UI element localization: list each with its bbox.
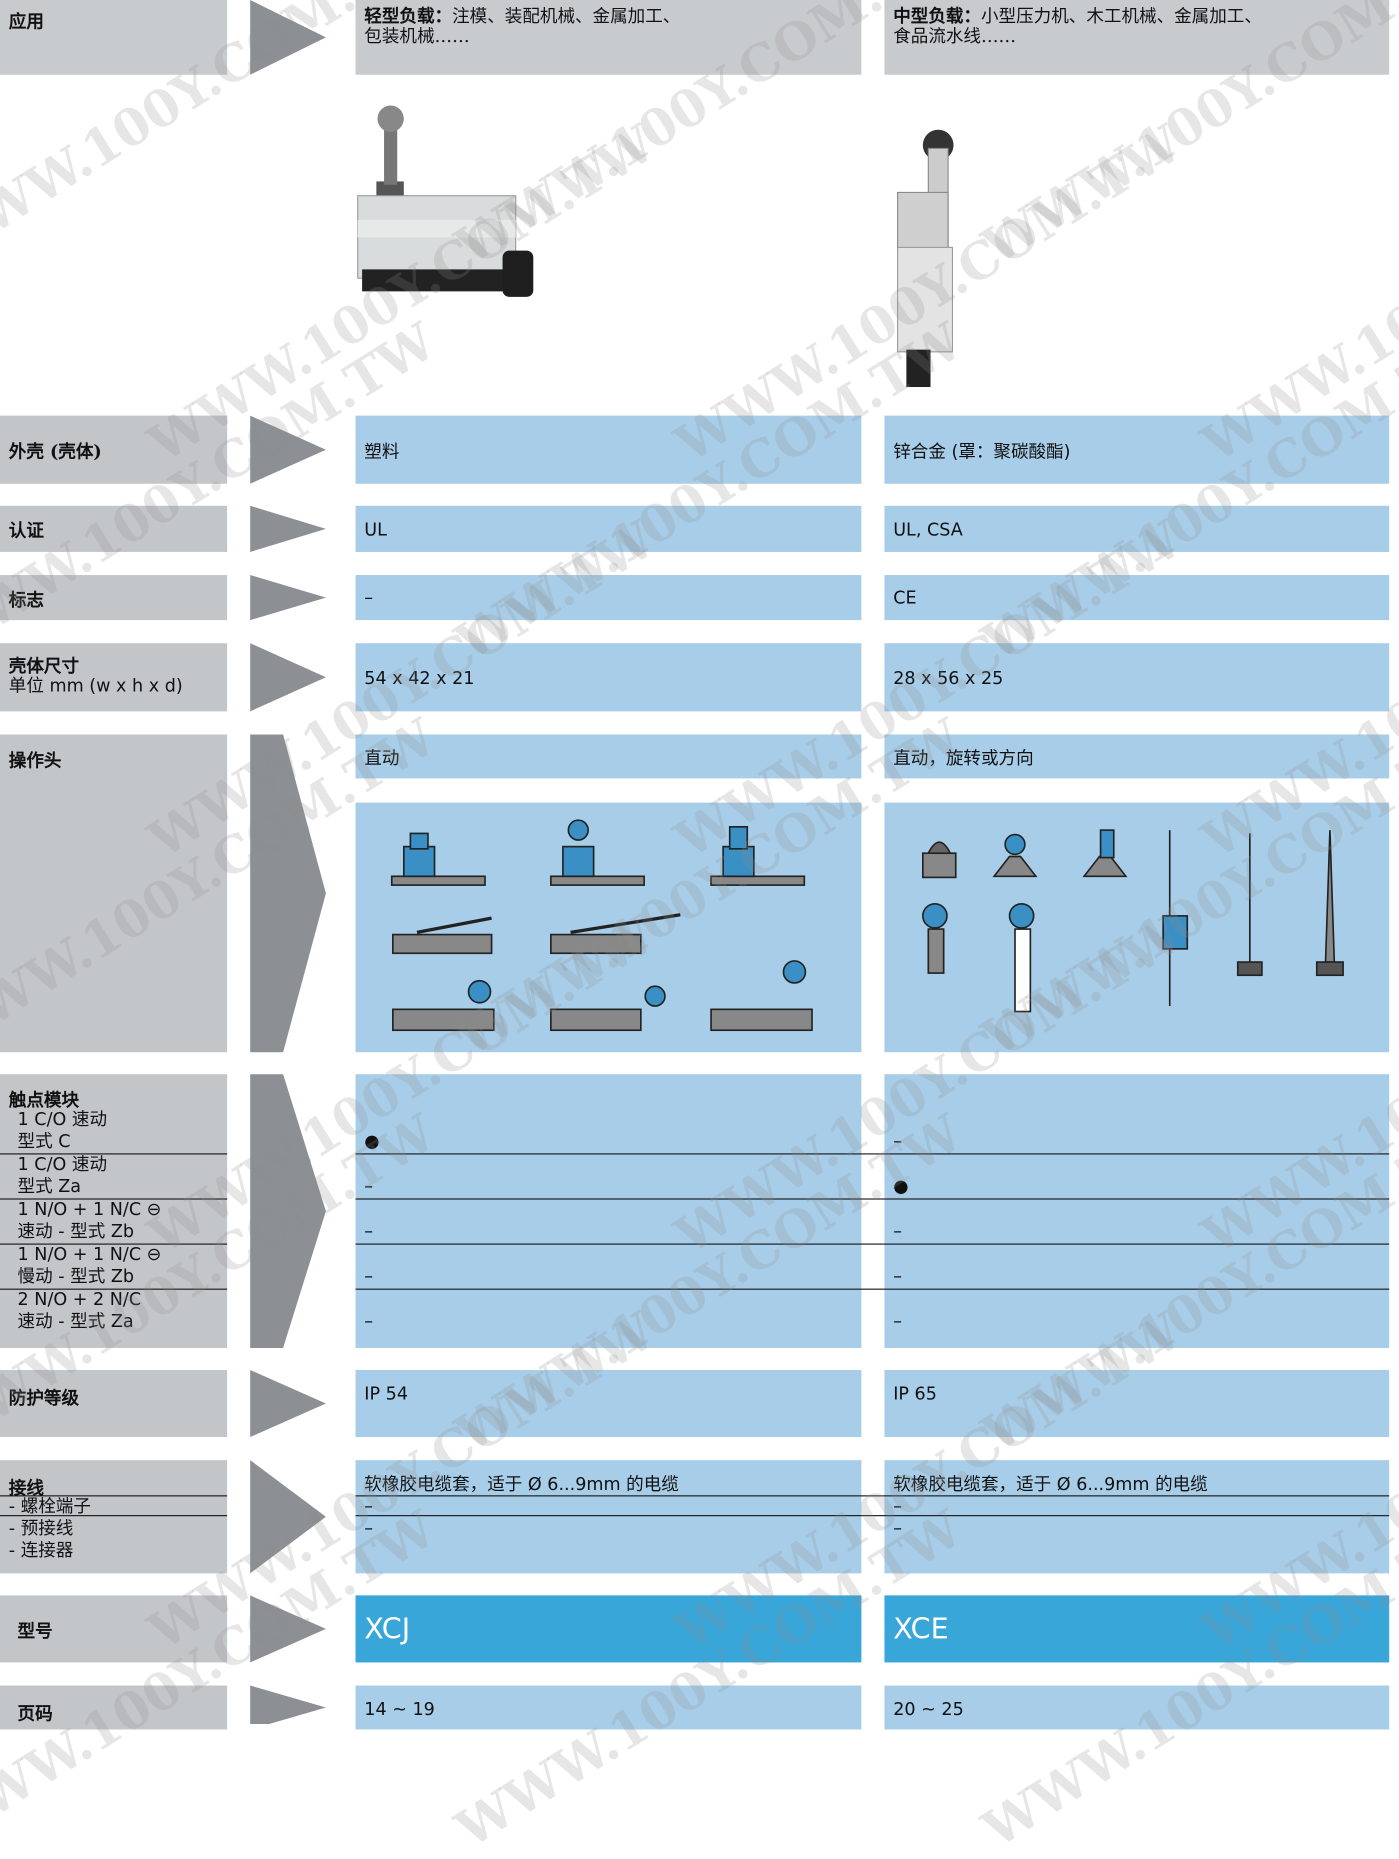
- product-photo-xcj: [357, 105, 534, 297]
- product-photo-xce: [897, 129, 954, 388]
- value-cell: XCJ: [355, 1595, 862, 1663]
- rule: [0, 1495, 228, 1497]
- row-label: 页码: [0, 1685, 228, 1730]
- rule: [0, 1153, 228, 1155]
- value-cell: IP 65: [884, 1369, 1390, 1438]
- row-label-title: 壳体尺寸: [8, 655, 80, 677]
- arrow: [250, 415, 326, 484]
- arrow: [250, 575, 326, 621]
- value-cell: – ● – – –: [884, 1074, 1390, 1348]
- arrow: [250, 0, 326, 75]
- wiring-option: –: [893, 1495, 902, 1517]
- rule: [355, 1515, 1390, 1517]
- contact-availability: –: [893, 1310, 902, 1332]
- contact-availability: –: [364, 1310, 374, 1332]
- contact-availability: ●: [893, 1175, 909, 1197]
- rule: [0, 1243, 228, 1245]
- wiring-option: –: [364, 1517, 374, 1539]
- value-cell: 软橡胶电缆套，适于 Ø 6...9mm 的电缆 – –: [884, 1460, 1390, 1574]
- value-cell: 直动: [355, 734, 862, 779]
- application-cell: 中型负载：小型压力机、木工机械、金属加工、 食品流水线……: [884, 0, 1390, 75]
- arrow: [250, 734, 326, 1053]
- head-icons-xcj: [390, 819, 813, 1032]
- contact-availability: –: [364, 1220, 374, 1242]
- arrow: [250, 1460, 326, 1574]
- value-cell: –: [355, 575, 862, 621]
- decoration: [250, 0, 1344, 1725]
- wiring-type: - 预接线: [8, 1517, 74, 1539]
- value-cell: 塑料: [355, 415, 862, 484]
- load-class: 中型负载：: [893, 5, 982, 27]
- wiring-option: 软橡胶电缆套，适于 Ø 6...9mm 的电缆: [364, 1473, 679, 1495]
- value-cell: 54 x 42 x 21: [355, 643, 862, 712]
- contact-type: 1 N/O + 1 N/C ⊖ 慢动 - 型式 Zb: [17, 1243, 162, 1287]
- value-cell: XCE: [884, 1595, 1390, 1663]
- rule: [355, 1243, 1390, 1245]
- value-cell: 软橡胶电缆套，适于 Ø 6...9mm 的电缆 – –: [355, 1460, 862, 1574]
- contact-type: 2 N/O + 2 N/C 速动 - 型式 Za: [17, 1288, 142, 1332]
- arrow: [250, 1595, 326, 1663]
- row-label: 应用: [0, 0, 228, 75]
- icon-panel: [884, 802, 1390, 1053]
- row-label: 标志: [0, 575, 228, 621]
- row-label: 认证: [0, 505, 228, 552]
- contact-type: 1 N/O + 1 N/C ⊖ 速动 - 型式 Zb: [17, 1198, 162, 1242]
- contact-availability: –: [893, 1220, 902, 1242]
- wiring-option: 软橡胶电缆套，适于 Ø 6...9mm 的电缆: [893, 1473, 1208, 1495]
- rule: [355, 1198, 1390, 1200]
- rule: [355, 1153, 1390, 1155]
- contact-availability: –: [893, 1265, 902, 1287]
- value-cell: 14 ~ 19: [355, 1685, 862, 1730]
- value-cell: ● – – – –: [355, 1074, 862, 1348]
- contact-type: 1 C/O 速动 型式 C: [17, 1108, 108, 1152]
- contact-availability: –: [364, 1175, 374, 1197]
- value-cell: 锌合金 (罩：聚碳酸酯): [884, 415, 1390, 484]
- value-cell: 28 x 56 x 25: [884, 643, 1390, 712]
- value-cell: CE: [884, 575, 1390, 621]
- contact-availability: –: [364, 1265, 374, 1287]
- value-cell: UL: [355, 505, 862, 552]
- wiring-type: - 螺栓端子: [8, 1495, 91, 1517]
- arrow: [250, 1074, 326, 1348]
- value-cell: 直动，旋转或方向: [884, 734, 1390, 779]
- load-class: 轻型负载：: [364, 5, 453, 27]
- wiring-type: - 连接器: [8, 1539, 74, 1561]
- contact-type: 1 C/O 速动 型式 Za: [17, 1153, 108, 1197]
- wiring-option: –: [893, 1517, 902, 1539]
- application-cell: 轻型负载：注模、装配机械、金属加工、 包装机械……: [355, 0, 862, 75]
- row-label: 操作头: [0, 734, 228, 1053]
- arrow: [250, 1369, 326, 1438]
- row-label-title: 触点模块: [8, 1089, 80, 1111]
- unit-label: 单位 mm (w x h x d): [8, 675, 183, 696]
- row-label: 防护等级: [0, 1369, 228, 1438]
- rule: [0, 1198, 228, 1200]
- value-cell: UL, CSA: [884, 505, 1390, 552]
- rule: [355, 1288, 1390, 1290]
- rule: [0, 1288, 228, 1290]
- wiring-option: –: [364, 1495, 374, 1517]
- arrow: [250, 505, 326, 552]
- rule: [355, 1495, 1390, 1497]
- value-cell: IP 54: [355, 1369, 862, 1438]
- arrow: [250, 1685, 326, 1725]
- contact-availability: ●: [364, 1130, 380, 1152]
- contact-availability: –: [893, 1130, 902, 1152]
- applications: 注模、装配机械、金属加工、 包装机械……: [364, 5, 681, 47]
- row-label-title: 接线: [8, 1477, 44, 1499]
- value-cell: 20 ~ 25: [884, 1685, 1390, 1730]
- row-label: 接线 - 螺栓端子 - 预接线 - 连接器: [0, 1460, 228, 1574]
- applications: 小型压力机、木工机械、金属加工、 食品流水线……: [893, 5, 1262, 47]
- head-icons-xce: [922, 829, 1344, 1013]
- row-label: 外壳 (壳体): [0, 415, 228, 484]
- rule: [0, 1515, 228, 1517]
- row-label: 型号: [0, 1595, 228, 1663]
- arrow: [250, 643, 326, 712]
- row-label: 壳体尺寸 单位 mm (w x h x d): [0, 643, 228, 712]
